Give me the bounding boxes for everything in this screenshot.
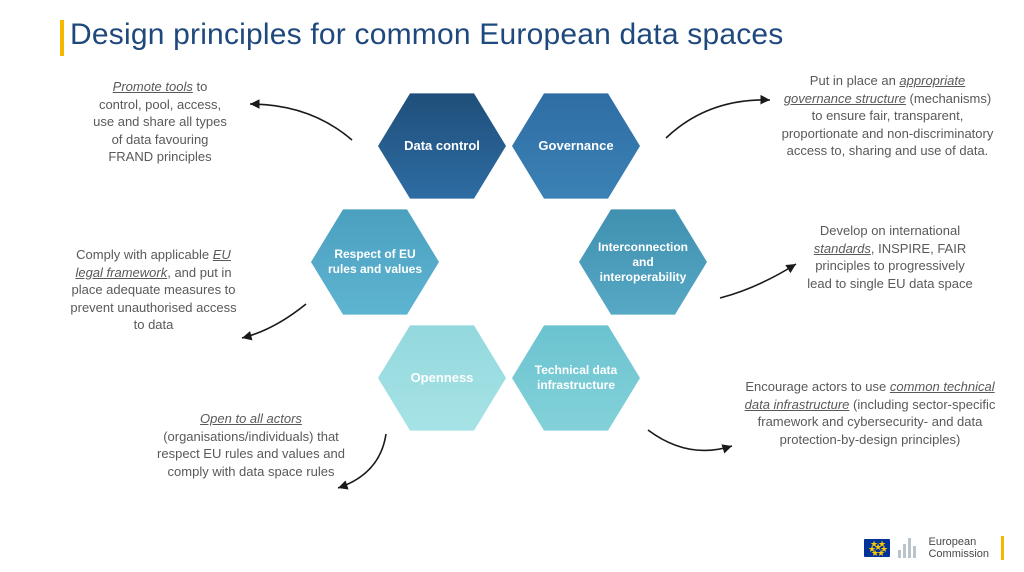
- arrow-respect: [234, 298, 314, 348]
- ec-logo: European Commission: [864, 536, 1004, 560]
- hex-technical: Technical data infrastructure: [512, 322, 640, 434]
- desc_interconn: Develop on international standards, INSP…: [805, 222, 975, 292]
- logo-text-line1: European: [928, 536, 989, 548]
- slide: Design principles for common European da…: [0, 0, 1024, 572]
- logo-text: European Commission: [928, 536, 989, 560]
- hex-openness: Openness: [378, 322, 506, 434]
- arrow-interconn: [714, 258, 804, 308]
- hex-governance: Governance: [512, 90, 640, 202]
- hex-interconn: Interconnection and interoperability: [579, 206, 707, 318]
- desc_governance: Put in place an appropriate governance s…: [780, 72, 995, 160]
- desc_data_control: Promote tools to control, pool, access, …: [90, 78, 230, 166]
- logo-bars-icon: [898, 538, 920, 558]
- logo-accent-rule: [1001, 536, 1004, 560]
- page-title: Design principles for common European da…: [70, 18, 784, 52]
- arrow-technical: [640, 424, 740, 474]
- title-accent-bar: [60, 20, 64, 56]
- eu-flag-icon: [864, 539, 890, 557]
- hex-data-control: Data control: [378, 90, 506, 202]
- desc_openness: Open to all actors (organisations/indivi…: [146, 410, 356, 480]
- logo-text-line2: Commission: [928, 548, 989, 560]
- arrow-data-control: [240, 96, 360, 156]
- arrow-governance: [658, 90, 778, 150]
- arrow-openness: [330, 430, 400, 500]
- title-bar: Design principles for common European da…: [70, 18, 784, 52]
- hex-respect: Respect of EU rules and values: [311, 206, 439, 318]
- desc_technical: Encourage actors to use common technical…: [740, 378, 1000, 448]
- desc_respect: Comply with applicable EU legal framewor…: [66, 246, 241, 334]
